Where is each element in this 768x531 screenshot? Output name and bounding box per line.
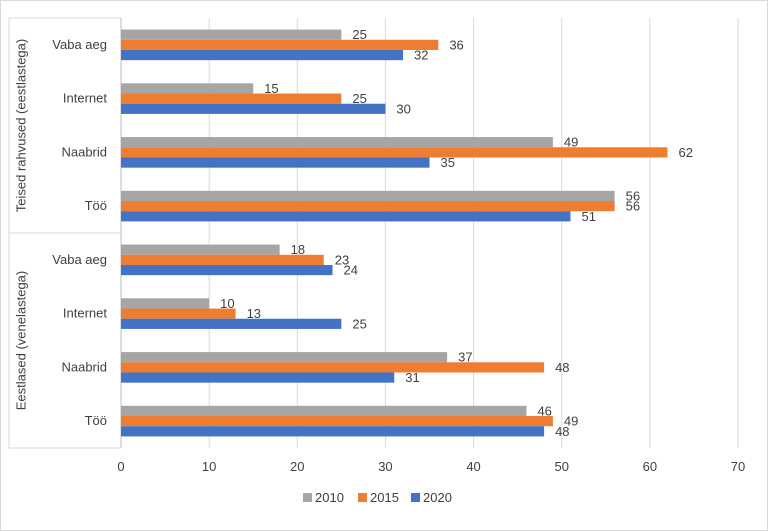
bar-2015 bbox=[121, 416, 553, 427]
bar-2020 bbox=[121, 49, 404, 61]
bar-2020 bbox=[121, 157, 430, 168]
bar-2010 bbox=[121, 83, 254, 94]
category-label: Internet bbox=[63, 306, 107, 321]
x-tick-label: 40 bbox=[466, 459, 480, 474]
legend-swatch-2020 bbox=[411, 493, 420, 502]
legend-label: 2015 bbox=[370, 490, 399, 505]
legend-label: 2020 bbox=[423, 490, 452, 505]
data-label: 48 bbox=[555, 360, 569, 375]
bar-2020 bbox=[121, 426, 545, 437]
data-label: 32 bbox=[414, 48, 428, 63]
bar-2015 bbox=[121, 201, 615, 212]
group-label: Eestlased (venelastega) bbox=[13, 271, 28, 410]
category-label: Naabrid bbox=[61, 144, 107, 159]
data-label: 25 bbox=[352, 316, 366, 331]
x-tick-label: 0 bbox=[117, 459, 124, 474]
data-label: 56 bbox=[626, 199, 640, 214]
bar-2010 bbox=[121, 244, 280, 255]
legend-swatch-2015 bbox=[358, 493, 367, 502]
bar-2015 bbox=[121, 308, 236, 319]
bar-2020 bbox=[121, 372, 395, 383]
data-label: 24 bbox=[344, 263, 358, 278]
data-label: 15 bbox=[264, 81, 278, 96]
bar-2015 bbox=[121, 39, 439, 50]
bar-2010 bbox=[121, 405, 527, 417]
category-label: Vaba aeg bbox=[52, 252, 107, 267]
bar-2010 bbox=[121, 29, 342, 40]
group-label: Teised rahvused (eestlastega) bbox=[13, 39, 28, 212]
data-label: 46 bbox=[537, 403, 551, 418]
bar-2015 bbox=[121, 93, 342, 104]
legend-swatch-2010 bbox=[303, 493, 312, 502]
bar-2020 bbox=[121, 264, 333, 276]
data-label: 51 bbox=[582, 209, 596, 224]
data-label: 25 bbox=[352, 91, 366, 106]
x-tick-label: 10 bbox=[202, 459, 216, 474]
x-tick-label: 50 bbox=[554, 459, 568, 474]
data-label: 10 bbox=[220, 296, 234, 311]
data-label: 62 bbox=[678, 145, 692, 160]
data-label: 49 bbox=[564, 414, 578, 429]
bar-2010 bbox=[121, 298, 210, 309]
bar-2010 bbox=[121, 137, 553, 148]
data-label: 13 bbox=[247, 306, 261, 321]
data-label: 56 bbox=[626, 188, 640, 203]
bar-2015 bbox=[121, 254, 324, 265]
bar-2020 bbox=[121, 211, 571, 222]
data-label: 23 bbox=[335, 252, 349, 267]
data-label: 49 bbox=[564, 135, 578, 150]
data-label: 48 bbox=[555, 424, 569, 439]
bar-2010 bbox=[121, 352, 448, 363]
category-label: Töö bbox=[85, 413, 107, 428]
category-label: Töö bbox=[85, 198, 107, 213]
category-label: Vaba aeg bbox=[52, 37, 107, 52]
bar-2020 bbox=[121, 318, 342, 329]
x-tick-label: 30 bbox=[378, 459, 392, 474]
x-tick-label: 60 bbox=[643, 459, 657, 474]
bar-2010 bbox=[121, 190, 615, 202]
data-label: 35 bbox=[441, 155, 455, 170]
bar-2015 bbox=[121, 362, 545, 373]
category-label: Naabrid bbox=[61, 359, 107, 374]
category-label: Internet bbox=[63, 91, 107, 106]
data-label: 25 bbox=[352, 27, 366, 42]
data-label: 31 bbox=[405, 370, 419, 385]
data-label: 30 bbox=[396, 101, 410, 116]
data-label: 18 bbox=[291, 242, 305, 257]
x-tick-label: 70 bbox=[731, 459, 745, 474]
bar-2015 bbox=[121, 147, 668, 158]
data-label: 37 bbox=[458, 350, 472, 365]
legend-label: 2010 bbox=[315, 490, 344, 505]
x-tick-label: 20 bbox=[290, 459, 304, 474]
bar-2020 bbox=[121, 103, 386, 114]
data-label: 36 bbox=[449, 37, 463, 52]
